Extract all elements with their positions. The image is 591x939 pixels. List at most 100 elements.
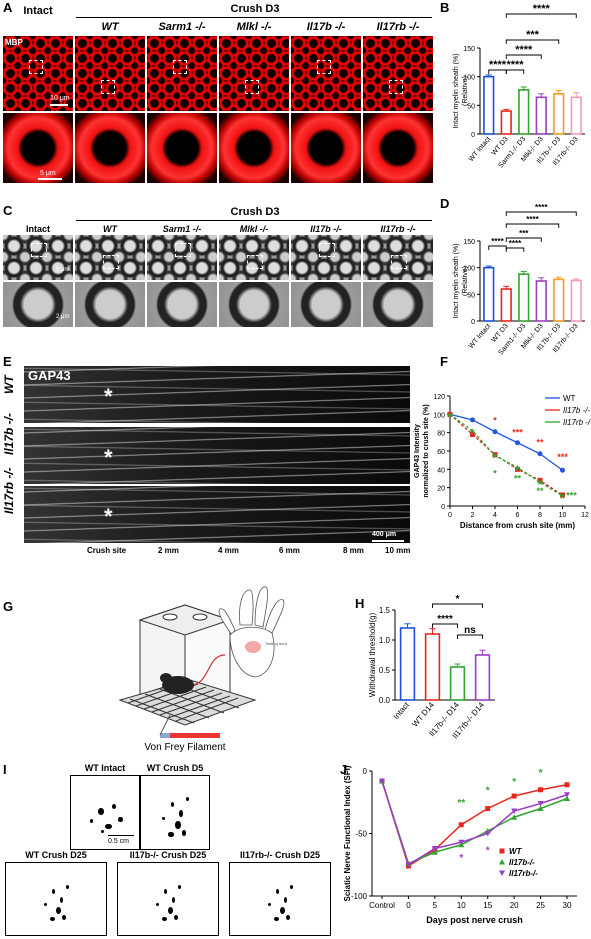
panel-label-i: I bbox=[3, 762, 7, 777]
panel-c-em-image bbox=[75, 235, 145, 280]
panel-c-column-header: Intact bbox=[25, 224, 50, 234]
panel-i-footprint-title: WT Crush D5 bbox=[146, 763, 204, 773]
legend-entry: WT bbox=[509, 847, 523, 856]
significance-label: *** bbox=[557, 452, 568, 462]
bar bbox=[500, 110, 512, 135]
bar bbox=[500, 288, 512, 322]
x-tick-label: Intact bbox=[392, 700, 412, 721]
panel-a-zoom-image bbox=[219, 113, 289, 183]
y-tick-label: -100 bbox=[351, 892, 368, 901]
series-line bbox=[381, 780, 568, 868]
significance-label: **** bbox=[515, 44, 533, 56]
panel-a-column-header: Mlkl -/- bbox=[236, 21, 272, 33]
panel-i-footprint-blob bbox=[175, 821, 181, 829]
y-tick-label: 1.0 bbox=[379, 636, 391, 645]
data-point bbox=[564, 792, 570, 798]
panel-i-footprint-blob bbox=[44, 903, 47, 906]
panel-i-footprint-title: Il17b-/- Crush D25 bbox=[129, 850, 207, 860]
panel-i-footprint-blob bbox=[56, 907, 61, 914]
y-tick-label: 50 bbox=[467, 292, 475, 299]
data-point bbox=[492, 429, 498, 435]
data-point bbox=[515, 466, 520, 472]
data-point bbox=[484, 831, 491, 837]
panel-a-column-header: WT bbox=[101, 21, 119, 33]
von-frey-filament-label: Von Frey Filament bbox=[144, 742, 225, 753]
panel-c-zoom-box bbox=[31, 243, 47, 257]
panel-a-mbp-image bbox=[363, 36, 433, 111]
bar bbox=[553, 93, 565, 135]
panel-a-column-header: Il17rb -/- bbox=[376, 21, 420, 33]
data-point bbox=[537, 805, 544, 811]
legend-swatch bbox=[499, 848, 505, 854]
panel-label-f: F bbox=[440, 354, 448, 369]
panel-i-footprint-box bbox=[70, 775, 140, 850]
significance-label: **** bbox=[491, 237, 504, 246]
panel-c-group-header: Crush D3 bbox=[230, 206, 280, 218]
panel-i-footprint-blob bbox=[89, 819, 93, 824]
chart-j: -100 -50 0 Control 0 5 10 15 20 25 30 Days post ner… bbox=[343, 765, 577, 925]
x-tick-label: 0 bbox=[448, 512, 452, 519]
panel-e-scale-label: 400 μm bbox=[372, 531, 397, 538]
x-tick-label: 15 bbox=[483, 901, 492, 910]
panel-e-gap43-image bbox=[24, 486, 410, 543]
data-point bbox=[379, 778, 385, 784]
significance-label: ns bbox=[464, 625, 476, 636]
panel-a-mbp-image bbox=[75, 36, 145, 111]
significance-label: ** bbox=[536, 486, 544, 496]
panel-i-footprint-blob bbox=[60, 897, 63, 903]
panel-e-crush-star: * bbox=[104, 504, 113, 529]
significance-label: **** bbox=[506, 59, 524, 71]
panel-label-a: A bbox=[3, 0, 13, 15]
panel-i-footprint-blob bbox=[66, 885, 69, 889]
panel-a-scale-bottom: 5 μm bbox=[40, 170, 56, 177]
panel-a-zoom-image bbox=[75, 113, 145, 183]
data-point bbox=[564, 795, 570, 801]
panel-i-footprint-blob bbox=[286, 915, 290, 920]
panel-i-footprint-blob bbox=[284, 897, 287, 903]
panel-e-distance-mark: 6 mm bbox=[279, 546, 300, 555]
panel-a-header-line bbox=[76, 17, 432, 18]
significance-label: **** bbox=[489, 59, 507, 71]
panel-c-column-header: Il17rb -/- bbox=[380, 224, 416, 234]
panel-a-zoom-box bbox=[29, 60, 43, 74]
y-tick-label: 100 bbox=[433, 412, 445, 419]
panel-i-footprint-blob bbox=[168, 907, 173, 914]
data-point bbox=[458, 839, 465, 846]
series-line bbox=[449, 413, 563, 497]
panel-a-zoom-box bbox=[389, 80, 403, 94]
y-axis-label: GAP43 Intensity bbox=[414, 424, 421, 478]
y-tick-label: -50 bbox=[355, 830, 367, 839]
data-point bbox=[537, 451, 543, 457]
data-point bbox=[470, 432, 475, 437]
significance-bracket bbox=[488, 245, 507, 250]
panel-i-footprint-blob bbox=[170, 801, 174, 807]
significance-label: * bbox=[459, 853, 463, 864]
y-axis-label: (Relative) bbox=[462, 76, 469, 106]
bar bbox=[449, 666, 466, 701]
panel-c-em-image bbox=[291, 235, 361, 280]
data-point bbox=[538, 787, 544, 793]
bar bbox=[483, 75, 495, 135]
data-point: ★ bbox=[536, 478, 543, 487]
significance-bracket bbox=[432, 623, 458, 628]
data-point bbox=[511, 808, 518, 814]
panel-e-distance-mark: 2 mm bbox=[158, 546, 179, 555]
panel-a-zoom-box bbox=[173, 60, 187, 74]
panel-i-footprint-blob bbox=[268, 903, 271, 906]
panel-label-g: G bbox=[3, 599, 14, 614]
data-point: ★ bbox=[559, 492, 566, 501]
x-tick-label: 12 bbox=[581, 512, 589, 519]
panel-label-b: B bbox=[440, 0, 450, 15]
data-point bbox=[431, 849, 438, 855]
series-line bbox=[449, 413, 563, 471]
x-tick-label: 25 bbox=[536, 901, 545, 910]
bar bbox=[399, 627, 416, 701]
data-point bbox=[511, 793, 517, 799]
panel-i-footprint-blob bbox=[168, 832, 174, 837]
panel-i-footprint-blob bbox=[164, 889, 167, 894]
significance-bracket bbox=[505, 247, 525, 252]
panel-e-distance-mark: 4 mm bbox=[218, 546, 239, 555]
bar bbox=[424, 633, 441, 701]
